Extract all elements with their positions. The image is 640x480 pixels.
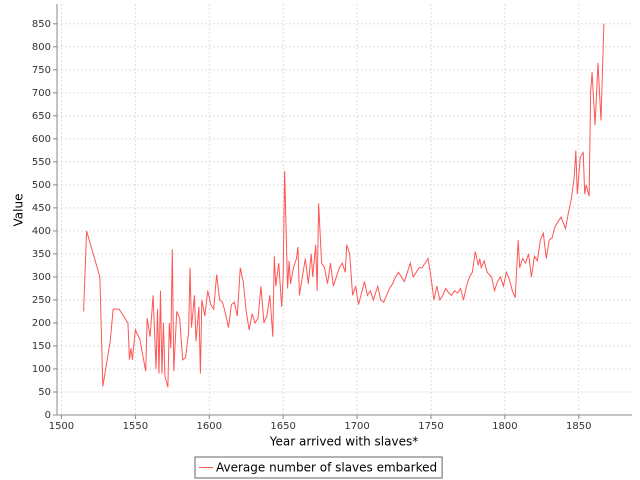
x-tick-label: 1800 bbox=[492, 421, 517, 432]
y-tick-label: 150 bbox=[32, 341, 51, 352]
y-tick-label: 850 bbox=[32, 19, 51, 30]
legend-text: Average number of slaves embarked bbox=[216, 461, 437, 475]
y-axis-title: Value bbox=[12, 194, 26, 227]
x-tick-label: 1550 bbox=[123, 421, 148, 432]
y-tick-label: 750 bbox=[32, 65, 51, 76]
y-tick-label: 500 bbox=[32, 180, 51, 191]
y-tick-label: 200 bbox=[32, 318, 51, 329]
y-tick-label: 100 bbox=[32, 364, 51, 375]
legend-box bbox=[194, 456, 443, 479]
legend: Average number of slaves embarked bbox=[194, 456, 443, 479]
x-tick-label: 1850 bbox=[566, 421, 591, 432]
x-tick-label: 1600 bbox=[197, 421, 222, 432]
y-tick-label: 700 bbox=[32, 88, 51, 99]
y-tick-label: 800 bbox=[32, 42, 51, 53]
y-tick-label: 350 bbox=[32, 249, 51, 260]
x-tick-label: 1750 bbox=[418, 421, 443, 432]
y-tick-label: 250 bbox=[32, 295, 51, 306]
line-series bbox=[83, 23, 605, 388]
y-tick-label: 600 bbox=[32, 134, 51, 145]
y-tick-label: 450 bbox=[32, 203, 51, 214]
y-tick-label: 0 bbox=[45, 410, 51, 421]
y-tick-label: 300 bbox=[32, 272, 51, 283]
y-tick-label: 650 bbox=[32, 111, 51, 122]
x-tick-label: 1650 bbox=[270, 421, 295, 432]
y-tick-label: 550 bbox=[32, 157, 51, 168]
x-tick-label: 1500 bbox=[49, 421, 74, 432]
plot-area bbox=[57, 4, 632, 415]
x-axis-title: Year arrived with slaves* bbox=[269, 435, 418, 449]
x-tick-label: 1700 bbox=[344, 421, 369, 432]
y-tick-label: 400 bbox=[32, 226, 51, 237]
y-tick-label: 50 bbox=[38, 387, 51, 398]
